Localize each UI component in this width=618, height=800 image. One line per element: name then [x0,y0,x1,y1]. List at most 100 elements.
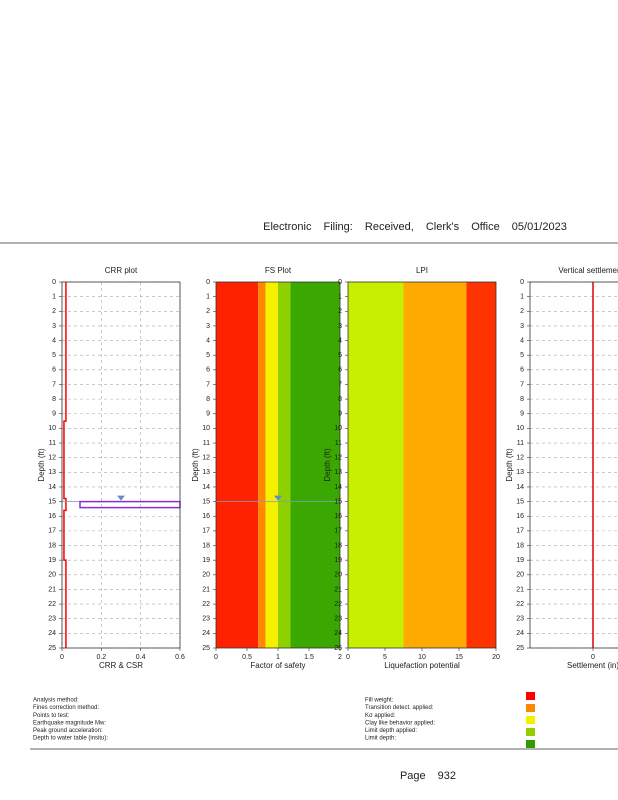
legend-swatch [526,740,535,748]
y-tick-label: 20 [516,572,524,579]
band [258,282,266,648]
x-axis-label: Settlement (in) [567,661,618,670]
y-tick-label: 21 [334,586,342,593]
y-tick-label: 8 [52,396,56,403]
y-tick-label: 13 [334,469,342,476]
y-tick-label: 9 [338,411,342,418]
y-axis-label: Depth (ft) [191,448,200,482]
y-tick-label: 25 [48,645,56,652]
x-tick-label: 0.2 [96,654,106,661]
y-tick-label: 6 [520,367,524,374]
y-tick-label: 5 [520,352,524,359]
y-tick-label: 19 [334,557,342,564]
y-axis-label: Depth (ft) [323,448,332,482]
y-tick-label: 19 [202,557,210,564]
y-tick-label: 3 [338,323,342,330]
x-axis-label: Factor of safety [250,661,305,670]
y-tick-label: 14 [202,484,210,491]
x-tick-label: 0.6 [175,654,185,661]
y-tick-label: 25 [516,645,524,652]
y-tick-label: 18 [48,542,56,549]
y-tick-label: 25 [202,645,210,652]
y-tick-label: 20 [48,572,56,579]
legend-right: Transition detect. applied: [365,705,434,711]
y-tick-label: 10 [516,425,524,432]
y-tick-label: 0 [206,279,210,286]
y-tick-label: 17 [334,528,342,535]
plot-frame [215,281,341,649]
x-tick-label: 0 [60,654,64,661]
y-tick-label: 20 [334,572,342,579]
y-tick-label: 5 [338,352,342,359]
y-tick-label: 16 [48,513,56,520]
y-tick-label: 14 [516,484,524,491]
y-tick-label: 19 [516,557,524,564]
y-tick-label: 14 [334,484,342,491]
y-tick-label: 3 [52,323,56,330]
y-tick-label: 15 [48,498,56,505]
water-marker [117,495,125,501]
y-tick-label: 7 [338,381,342,388]
header-text: Electronic Filing: Received, Clerk's Off… [263,221,567,233]
y-tick-label: 6 [338,367,342,374]
y-tick-label: 9 [520,411,524,418]
water-band [79,500,181,509]
legend-left: Earthquake magnitude Mw: [33,720,106,726]
y-tick-label: 12 [334,455,342,462]
y-tick-label: 11 [335,440,342,447]
y-tick-label: 18 [334,542,342,549]
y-tick-label: 18 [202,542,210,549]
x-tick-label: 1.5 [304,654,314,661]
band [290,282,340,648]
x-tick-label: 0.5 [242,654,252,661]
y-tick-label: 17 [202,528,210,535]
y-tick-label: 13 [516,469,524,476]
y-tick-label: 21 [516,586,524,593]
y-tick-label: 17 [516,528,524,535]
x-tick-label: 0 [346,654,350,661]
y-tick-label: 17 [48,528,56,535]
y-tick-label: 4 [338,337,342,344]
legend-right: Clay like behavior applied: [365,720,435,726]
y-tick-label: 11 [49,440,56,447]
x-tick-label: 2 [338,654,342,661]
y-tick-label: 13 [202,469,210,476]
y-tick-label: 2 [520,308,524,315]
y-tick-label: 24 [516,630,524,637]
y-tick-label: 1 [338,293,342,300]
y-tick-label: 5 [206,352,210,359]
y-tick-label: 10 [48,425,56,432]
y-tick-label: 7 [520,381,524,388]
y-tick-label: 21 [48,586,56,593]
y-tick-label: 23 [202,616,210,623]
y-tick-label: 22 [48,601,56,608]
y-tick-label: 22 [516,601,524,608]
legend-right: Limit depth applied: [365,728,417,734]
y-tick-label: 6 [206,367,210,374]
y-tick-label: 21 [202,586,210,593]
band [216,282,259,648]
y-tick-label: 0 [520,279,524,286]
band [265,282,278,648]
water-marker [274,495,282,501]
legend-swatch [526,704,535,712]
y-tick-label: 25 [334,645,342,652]
y-tick-label: 7 [52,381,56,388]
legend-right: Fill weight: [365,698,394,704]
y-tick-label: 2 [338,308,342,315]
legend-left: Fines correction method: [33,705,99,711]
legend-left: Peak ground acceleration: [33,728,103,734]
y-tick-label: 15 [334,498,342,505]
y-tick-label: 24 [334,630,342,637]
y-tick-label: 4 [520,337,524,344]
plot-title: Vertical settlements [558,266,618,275]
y-tick-label: 1 [206,293,210,300]
y-tick-label: 16 [202,513,210,520]
y-tick-label: 9 [52,411,56,418]
y-tick-label: 0 [52,279,56,286]
y-tick-label: 18 [516,542,524,549]
y-tick-label: 0 [338,279,342,286]
y-tick-label: 3 [206,323,210,330]
y-tick-label: 1 [520,293,524,300]
